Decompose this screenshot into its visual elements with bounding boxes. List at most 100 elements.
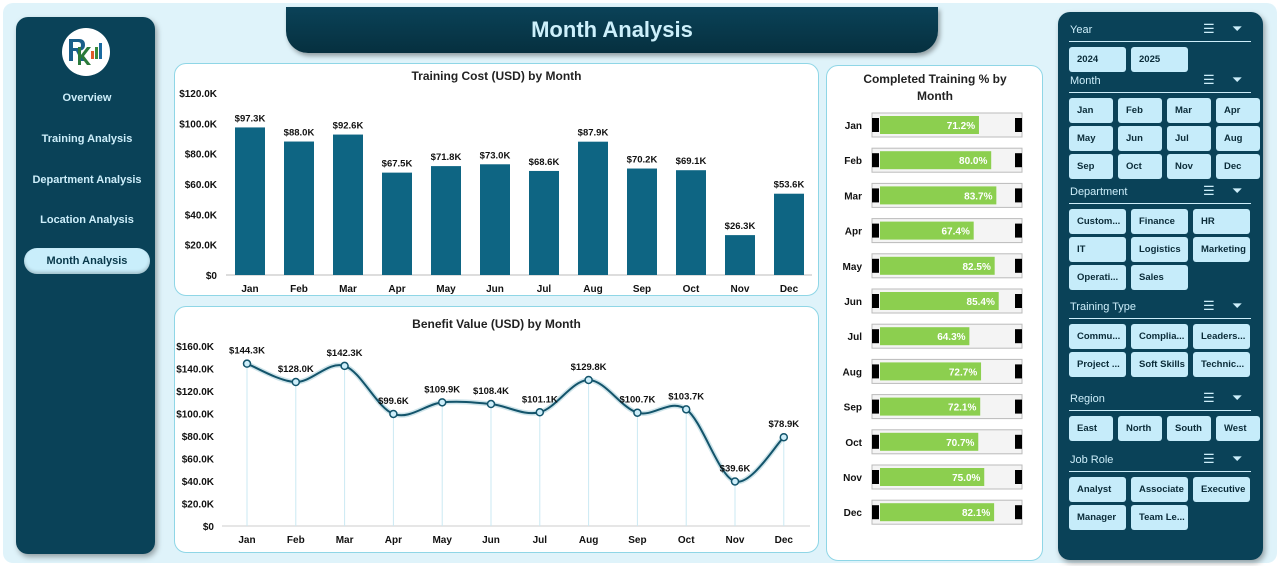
nav-department-analysis[interactable]: Department Analysis: [32, 174, 142, 186]
clear-filter-icon[interactable]: ⏷: [1232, 21, 1243, 36]
month-label: Nov: [843, 473, 862, 484]
training-type-chip[interactable]: Leaders...: [1193, 324, 1250, 349]
clear-filter-icon[interactable]: ⏷: [1232, 451, 1243, 466]
department-chip[interactable]: HR: [1193, 209, 1250, 234]
percent-label: 64.3%: [937, 332, 965, 343]
job-role-chip[interactable]: Associate: [1131, 477, 1188, 502]
department-chip[interactable]: Logistics: [1131, 237, 1188, 262]
track-cap-right: [1015, 153, 1022, 168]
month-chip[interactable]: Jun: [1118, 126, 1162, 151]
point-may: [437, 398, 447, 407]
multi-select-icon[interactable]: ☰: [1203, 183, 1215, 198]
department-chip[interactable]: Sales: [1131, 265, 1188, 290]
track-cap-right: [1015, 434, 1022, 449]
multi-select-icon[interactable]: ☰: [1203, 451, 1215, 466]
track-cap-right: [1015, 470, 1022, 484]
nav-month-analysis[interactable]: Month Analysis: [24, 248, 150, 274]
region-chip[interactable]: North: [1118, 416, 1162, 441]
nav-training-analysis[interactable]: Training Analysis: [41, 133, 133, 145]
progress-fill-may: [880, 256, 995, 275]
clear-filter-icon[interactable]: ⏷: [1232, 183, 1243, 198]
training-type-chip[interactable]: Commu...: [1069, 324, 1126, 349]
month-chip[interactable]: Dec: [1216, 154, 1260, 179]
month-chip[interactable]: Aug: [1216, 126, 1260, 151]
track-cap-right: [1015, 399, 1022, 414]
month-chip[interactable]: Feb: [1118, 98, 1162, 123]
department-chip[interactable]: Finance: [1131, 209, 1188, 234]
month-chip[interactable]: Jul: [1167, 126, 1211, 151]
month-chip[interactable]: Sep: [1069, 154, 1113, 179]
job-role-filter-title: Job Role: [1070, 454, 1114, 466]
month-label: May: [843, 262, 863, 273]
data-label: $88.0K: [284, 128, 315, 139]
department-chip[interactable]: Marketing: [1193, 237, 1250, 262]
benefit-value-chart-card: [174, 306, 819, 553]
bar-aug: [578, 141, 608, 275]
month-chip[interactable]: Oct: [1118, 154, 1162, 179]
point-nov: [730, 477, 740, 486]
benefit-line: [246, 362, 785, 483]
data-label: $100.7K: [619, 395, 655, 406]
data-label: $69.1K: [676, 156, 707, 167]
multi-select-icon[interactable]: ☰: [1203, 390, 1215, 405]
job-role-chip[interactable]: Team Le...: [1131, 505, 1188, 530]
percent-label: 85.4%: [967, 297, 995, 308]
multi-select-icon[interactable]: ☰: [1203, 298, 1215, 313]
y-tick-label: $140.0K: [176, 365, 215, 376]
training-type-chip[interactable]: Soft Skills: [1131, 352, 1188, 377]
year-chip[interactable]: 2024: [1069, 47, 1126, 72]
track-cap-left: [872, 364, 879, 379]
progress-fill-jun: [880, 292, 999, 310]
y-tick-label: $40.0K: [182, 477, 215, 488]
completed-training-chart-title: Completed Training % by Month: [863, 72, 1007, 103]
multi-select-icon[interactable]: ☰: [1203, 72, 1215, 87]
x-tick-label: Aug: [579, 535, 598, 546]
department-chip[interactable]: Operati...: [1069, 265, 1126, 290]
bar-dec: [774, 193, 804, 275]
month-chip[interactable]: Jan: [1069, 98, 1113, 123]
year-chip[interactable]: 2025: [1131, 47, 1188, 72]
month-chip[interactable]: Nov: [1167, 154, 1211, 179]
y-tick-label: $20.0K: [182, 500, 215, 511]
track-cap-left: [872, 223, 879, 238]
progress-fill-mar: [880, 186, 997, 205]
bar-apr: [382, 172, 412, 275]
job-role-chip[interactable]: Analyst: [1069, 477, 1126, 502]
department-chip[interactable]: IT: [1069, 237, 1126, 262]
department-chip[interactable]: Custom...: [1069, 209, 1126, 234]
point-oct: [681, 405, 691, 414]
percent-label: 82.5%: [962, 262, 990, 273]
y-tick-label: $20.0K: [185, 241, 218, 252]
bar-may: [431, 166, 461, 275]
job-role-chip[interactable]: Manager: [1069, 505, 1126, 530]
data-label: $142.3K: [327, 348, 363, 359]
job-role-chip[interactable]: Executive: [1193, 477, 1250, 502]
data-label: $71.8K: [431, 152, 462, 163]
clear-filter-icon[interactable]: ⏷: [1232, 298, 1243, 313]
training-type-chip[interactable]: Complia...: [1131, 324, 1188, 349]
region-chip[interactable]: South: [1167, 416, 1211, 441]
data-label: $101.1K: [522, 394, 558, 405]
nav-overview[interactable]: Overview: [62, 92, 112, 104]
progress-fill-sep: [880, 397, 981, 416]
bar-feb: [284, 141, 314, 275]
x-tick-label: Dec: [775, 535, 794, 546]
clear-filter-icon[interactable]: ⏷: [1232, 72, 1243, 87]
month-chip[interactable]: May: [1069, 126, 1113, 151]
training-type-chip[interactable]: Project ...: [1069, 352, 1126, 377]
nav-location-analysis[interactable]: Location Analysis: [40, 214, 134, 226]
region-chip[interactable]: East: [1069, 416, 1113, 441]
benefit-value-chart-title: Benefit Value (USD) by Month: [412, 317, 581, 331]
data-label: $108.4K: [473, 386, 509, 397]
clear-filter-icon[interactable]: ⏷: [1232, 390, 1243, 405]
data-label: $92.6K: [333, 121, 364, 132]
point-sep: [633, 408, 642, 417]
region-chip[interactable]: West: [1216, 416, 1260, 441]
training-type-chip[interactable]: Technic...: [1193, 352, 1250, 377]
department-filter-title: Department: [1070, 186, 1128, 198]
progress-fill-nov: [880, 468, 985, 486]
month-chip[interactable]: Apr: [1216, 98, 1260, 123]
month-chip[interactable]: Mar: [1167, 98, 1211, 123]
multi-select-icon[interactable]: ☰: [1203, 21, 1215, 36]
